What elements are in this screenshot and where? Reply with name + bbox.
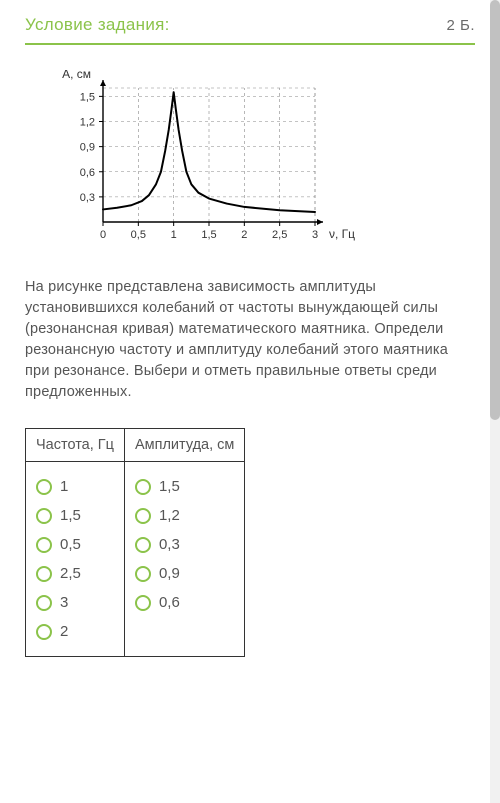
amp-option[interactable]: 0,6 xyxy=(135,588,232,617)
svg-text:0,3: 0,3 xyxy=(80,192,95,204)
option-label: 0,5 xyxy=(60,536,81,553)
option-label: 3 xyxy=(60,594,68,611)
resonance-chart: 0 0,5 1 1,5 2 2,5 3 0,3 0,6 0,9 1,2 1,5 A, см ν, Гц xyxy=(55,70,475,255)
scrollbar-track[interactable] xyxy=(490,0,500,803)
freq-option[interactable]: 0,5 xyxy=(36,530,112,559)
radio-icon[interactable] xyxy=(36,624,52,640)
option-label: 2,5 xyxy=(60,565,81,582)
option-label: 0,3 xyxy=(159,536,180,553)
option-label: 1,5 xyxy=(159,478,180,495)
scrollbar-thumb[interactable] xyxy=(490,0,500,420)
freq-option[interactable]: 1 xyxy=(36,472,112,501)
radio-icon[interactable] xyxy=(135,595,151,611)
svg-text:0: 0 xyxy=(100,229,106,241)
radio-icon[interactable] xyxy=(36,537,52,553)
option-label: 0,6 xyxy=(159,594,180,611)
amp-option[interactable]: 1,5 xyxy=(135,472,232,501)
radio-icon[interactable] xyxy=(36,508,52,524)
svg-text:1: 1 xyxy=(171,229,177,241)
radio-icon[interactable] xyxy=(135,479,151,495)
svg-text:1,5: 1,5 xyxy=(201,229,216,241)
option-label: 1,5 xyxy=(60,507,81,524)
svg-text:0,6: 0,6 xyxy=(80,167,95,179)
amp-option[interactable]: 0,3 xyxy=(135,530,232,559)
svg-text:0,5: 0,5 xyxy=(131,229,146,241)
radio-icon[interactable] xyxy=(135,537,151,553)
option-label: 1 xyxy=(60,478,68,495)
svg-text:ν, Гц: ν, Гц xyxy=(329,227,355,241)
freq-option[interactable]: 3 xyxy=(36,588,112,617)
amp-option[interactable]: 1,2 xyxy=(135,501,232,530)
option-label: 0,9 xyxy=(159,565,180,582)
task-description: На рисунке представлена зависимость ампл… xyxy=(25,277,475,403)
freq-option[interactable]: 1,5 xyxy=(36,501,112,530)
option-label: 2 xyxy=(60,623,68,640)
task-header: Условие задания: 2 Б. xyxy=(25,15,475,45)
task-points: 2 Б. xyxy=(446,17,475,34)
freq-options-cell: 1 1,5 0,5 2,5 3 2 xyxy=(26,462,125,657)
svg-text:A, см: A, см xyxy=(62,70,91,81)
amp-option[interactable]: 0,9 xyxy=(135,559,232,588)
col-header-amp: Амплитуда, см xyxy=(124,429,244,462)
freq-option[interactable]: 2,5 xyxy=(36,559,112,588)
radio-icon[interactable] xyxy=(135,508,151,524)
svg-text:2: 2 xyxy=(241,229,247,241)
radio-icon[interactable] xyxy=(36,479,52,495)
radio-icon[interactable] xyxy=(36,566,52,582)
col-header-freq: Частота, Гц xyxy=(26,429,125,462)
answer-table: Частота, Гц Амплитуда, см 1 1,5 0,5 2,5 3 2 1… xyxy=(25,428,245,657)
option-label: 1,2 xyxy=(159,507,180,524)
svg-text:3: 3 xyxy=(312,229,318,241)
svg-text:0,9: 0,9 xyxy=(80,142,95,154)
svg-text:1,5: 1,5 xyxy=(80,91,95,103)
freq-option[interactable]: 2 xyxy=(36,617,112,646)
svg-text:1,2: 1,2 xyxy=(80,117,95,129)
svg-text:2,5: 2,5 xyxy=(272,229,287,241)
chart-svg: 0 0,5 1 1,5 2 2,5 3 0,3 0,6 0,9 1,2 1,5 A, см ν, Гц xyxy=(55,70,355,250)
task-title: Условие задания: xyxy=(25,15,170,35)
radio-icon[interactable] xyxy=(36,595,52,611)
radio-icon[interactable] xyxy=(135,566,151,582)
amp-options-cell: 1,5 1,2 0,3 0,9 0,6 xyxy=(124,462,244,657)
